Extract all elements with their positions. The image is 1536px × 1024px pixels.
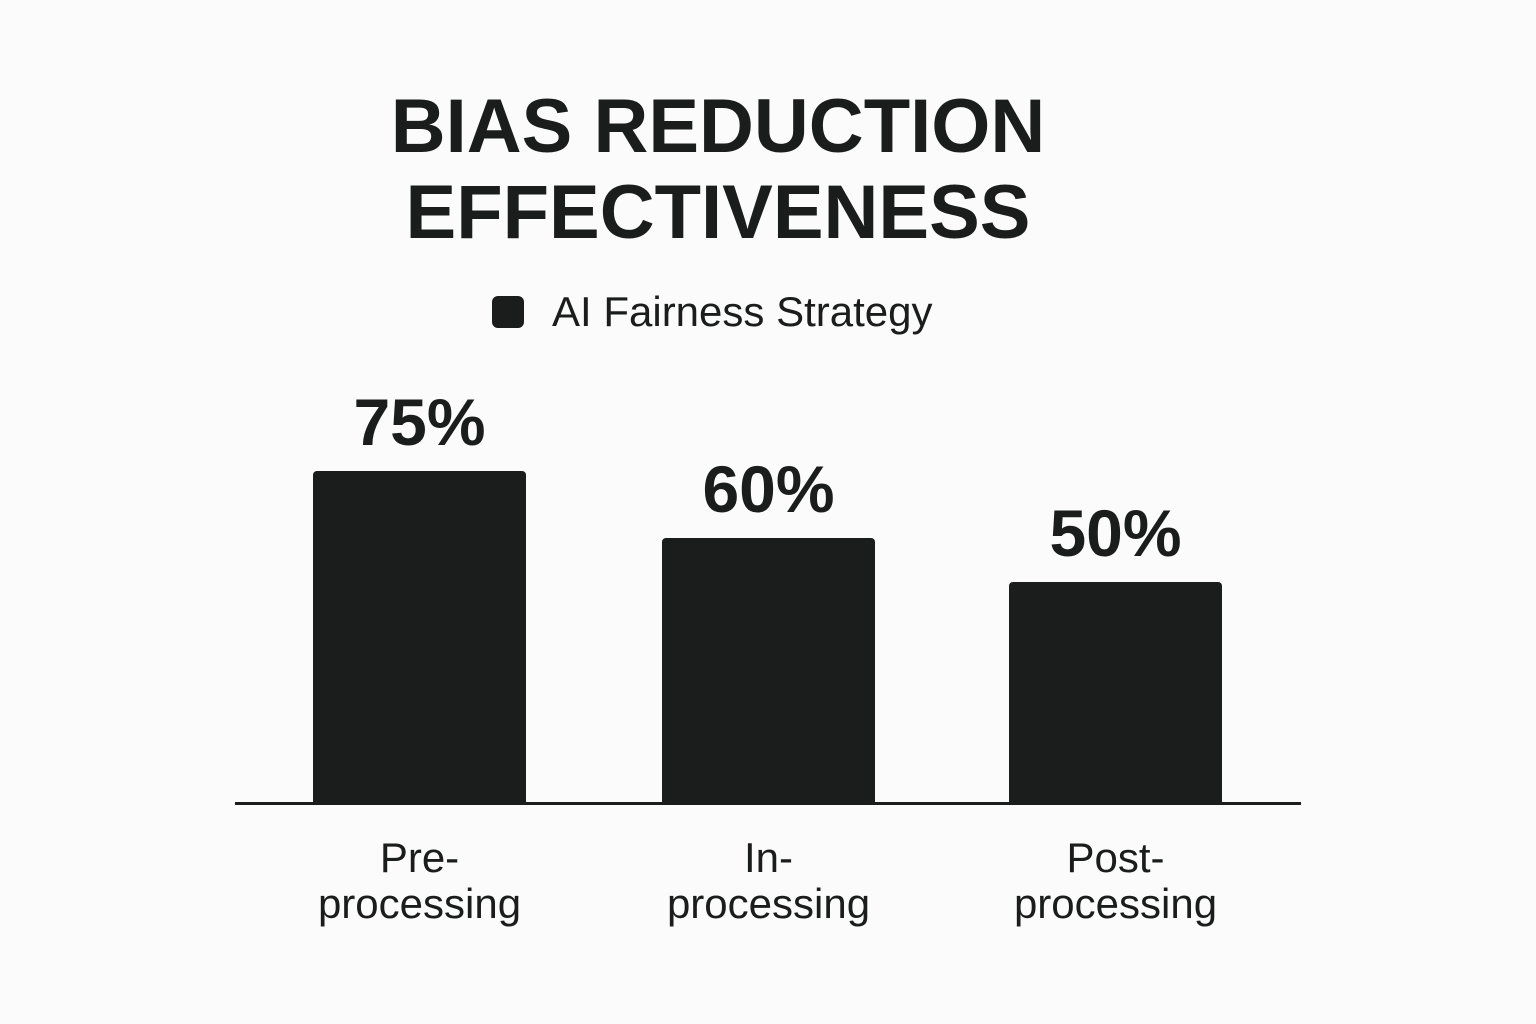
category-label: Post-processing (969, 835, 1262, 927)
x-axis-baseline (235, 802, 1301, 805)
square-swatch-icon (492, 296, 524, 328)
category-label-line-1: Post- (1066, 834, 1165, 881)
bar-value-label: 60% (702, 452, 835, 526)
legend-label: AI Fairness Strategy (552, 288, 933, 335)
bar (662, 538, 875, 803)
chart-title-line-1: BIAS REDUCTION (390, 84, 1046, 169)
category-label-line-2: processing (666, 880, 871, 927)
bar-value-label: 50% (1049, 496, 1182, 570)
category-label: In-processing (622, 835, 915, 927)
category-label: Pre-processing (273, 835, 566, 927)
bar (1009, 582, 1222, 803)
chart-title-line-2: EFFECTIVENESS (405, 170, 1031, 255)
chart-legend: AI Fairness Strategy (492, 290, 932, 334)
category-label-line-1: In- (743, 834, 793, 881)
category-label-line-2: processing (317, 880, 522, 927)
category-label-line-1: Pre- (379, 834, 460, 881)
category-label-line-2: processing (1013, 880, 1218, 927)
bar-value-label: 75% (353, 385, 486, 459)
bar (313, 471, 526, 803)
